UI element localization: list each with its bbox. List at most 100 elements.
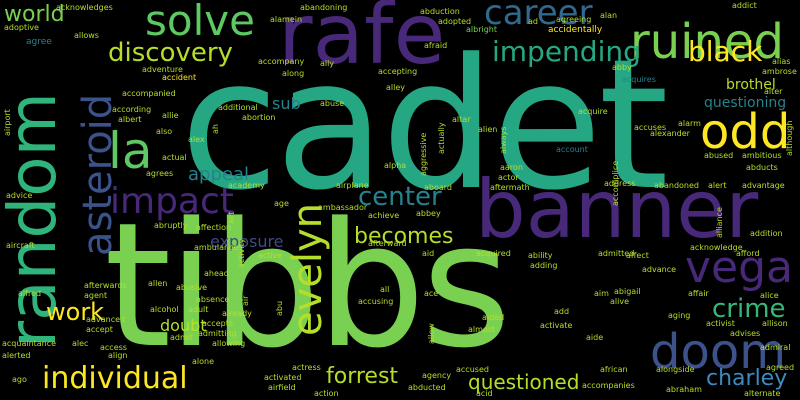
word-acid: acid	[476, 389, 493, 398]
word-abducts: abducts	[746, 163, 778, 172]
word-forrest: forrest	[326, 364, 399, 389]
word-airplane: airplane	[336, 181, 369, 190]
word-alliance: alliance	[715, 207, 724, 238]
word-affection: affection	[196, 223, 232, 232]
word-also: also	[156, 127, 173, 136]
word-afterwards: afterwards	[84, 281, 127, 290]
word-abraham: abraham	[666, 385, 702, 394]
word-alice: alice	[760, 291, 779, 300]
word-ago: ago	[12, 375, 27, 384]
word-agreed: agreed	[766, 363, 795, 372]
word-acquire: acquire	[578, 107, 608, 116]
word-aim: aim	[594, 289, 609, 298]
word-albright: albright	[466, 25, 497, 34]
word-ad: ad	[528, 17, 538, 26]
word-alert: alert	[708, 181, 727, 190]
word-affair: affair	[688, 289, 709, 298]
word-airfield: airfield	[268, 383, 296, 392]
word-accuses: accuses	[634, 123, 667, 132]
word-advanced: advanced	[86, 315, 126, 324]
word-additional: additional	[218, 103, 258, 112]
word-alter: alter	[764, 87, 783, 96]
word-accept: accept	[86, 325, 113, 334]
word-accused: accused	[456, 365, 489, 374]
word-advantage: advantage	[742, 181, 785, 190]
word-alley: alley	[386, 83, 406, 92]
word-add: add	[554, 307, 570, 316]
word-abused: abused	[704, 151, 734, 160]
word-activated: activated	[264, 373, 302, 382]
word-alerted: alerted	[2, 351, 31, 360]
word-act: act	[227, 211, 236, 224]
word-aaron: aaron	[500, 163, 523, 172]
word-adventure: adventure	[142, 65, 183, 74]
word-ability: ability	[528, 251, 553, 260]
word-albert: albert	[118, 115, 142, 124]
word-actually: actually	[437, 122, 446, 154]
word-abortion: abortion	[242, 113, 276, 122]
word-almost: almost	[468, 325, 496, 334]
word-alexander: alexander	[650, 129, 690, 138]
word-airport: airport	[3, 109, 12, 136]
word-adoptive: adoptive	[4, 23, 39, 32]
word-abbey: abbey	[416, 209, 441, 218]
word-ruined: ruined	[630, 14, 784, 70]
word-ambitious: ambitious	[742, 151, 782, 160]
word-align: align	[108, 351, 128, 360]
word-ally: ally	[320, 59, 335, 68]
word-adopted: adopted	[438, 17, 472, 26]
word-doubt: doubt	[160, 316, 207, 335]
word-career: career	[484, 0, 593, 33]
word-afford: afford	[736, 249, 760, 258]
word-activity: activity	[237, 238, 246, 269]
word-work: work	[46, 298, 105, 326]
word-abu: abu	[275, 300, 284, 316]
word-already: already	[222, 309, 252, 318]
word-african: african	[600, 365, 628, 374]
word-banner: banner	[475, 163, 759, 256]
word-alpha: alpha	[384, 161, 407, 170]
word-exposure: exposure	[210, 232, 284, 251]
word-abby: abby	[612, 63, 632, 72]
word-although: although	[785, 120, 794, 156]
word-affect: affect	[626, 251, 649, 260]
word-admitted: admitted	[598, 249, 635, 258]
word-altar: altar	[452, 115, 471, 124]
word-agree: agree	[26, 37, 52, 47]
word-questioned: questioned	[468, 370, 580, 394]
word-brothel: brothel	[726, 77, 776, 93]
word-advance: advance	[642, 265, 677, 274]
word-allows: allows	[74, 31, 99, 40]
word-acknowledges: acknowledges	[56, 3, 113, 12]
word-doom: doom	[650, 324, 786, 380]
word-accompany: accompany	[258, 57, 305, 66]
word-cadet: cadet	[180, 21, 669, 230]
word-ah: ah	[211, 124, 220, 134]
word-alive: alive	[610, 297, 630, 306]
word-account: account	[556, 145, 588, 154]
word-abigail: abigail	[614, 287, 641, 296]
word-active: active	[258, 251, 283, 260]
word-abruptly: abruptly	[154, 221, 188, 230]
word-alongside: alongside	[656, 365, 695, 374]
word-sub: sub	[272, 94, 301, 113]
word-abuse: abuse	[320, 99, 345, 108]
word-afterward: afterward	[368, 239, 407, 248]
word-alan: alan	[600, 11, 618, 20]
word-impact: impact	[110, 181, 234, 222]
word-ambulance: ambulance	[194, 243, 239, 252]
word-ahead: ahead	[204, 269, 229, 278]
word-allowing: allowing	[212, 339, 246, 348]
word-agency: agency	[422, 371, 452, 380]
word-alcohol: alcohol	[150, 305, 179, 314]
word-afraid: afraid	[424, 41, 448, 50]
word-questioning: questioning	[704, 95, 787, 111]
word-agent: agent	[84, 291, 108, 300]
word-access: access	[100, 343, 127, 352]
word-accompanied: accompanied	[122, 89, 176, 98]
word-rafe: rafe	[278, 0, 446, 83]
word-ambrose: ambrose	[762, 67, 797, 76]
word-alarm: alarm	[678, 119, 701, 128]
word-accomplice: accomplice	[611, 160, 620, 206]
